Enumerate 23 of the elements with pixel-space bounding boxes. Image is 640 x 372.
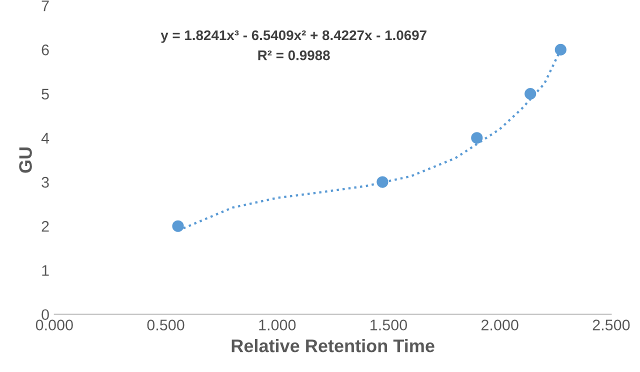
x-tick-label: 1.500: [370, 320, 407, 330]
x-tick-label: 0.500: [147, 320, 184, 330]
annotation: y = 1.8241x³ - 6.5409x² + 8.4227x - 1.0697: [160, 30, 426, 43]
x-tick-label: 2.500: [592, 320, 630, 330]
y-tick-label: 3: [42, 176, 49, 188]
y-tick-label: 2: [42, 220, 49, 232]
x-tick-label: 2.000: [481, 320, 518, 330]
y-tick-label: 7: [42, 0, 49, 12]
y-tick-label: 5: [42, 88, 49, 100]
x-tick-label: 1.000: [259, 320, 296, 330]
y-axis-title: GU: [19, 148, 32, 173]
point: [554, 44, 566, 56]
annotation: R² = 0.9988: [258, 50, 330, 60]
point: [524, 88, 536, 100]
point: [172, 220, 184, 232]
point: [376, 176, 388, 188]
y-tick-label: 4: [41, 132, 50, 144]
y-tick-label: 0: [42, 309, 49, 320]
y-tick-label: 1: [42, 265, 49, 276]
x-tick-label: 0.000: [36, 320, 73, 330]
point: [471, 132, 483, 144]
y-tick-label: 6: [42, 44, 49, 56]
x-axis-title: Relative Retention Time: [232, 339, 434, 352]
